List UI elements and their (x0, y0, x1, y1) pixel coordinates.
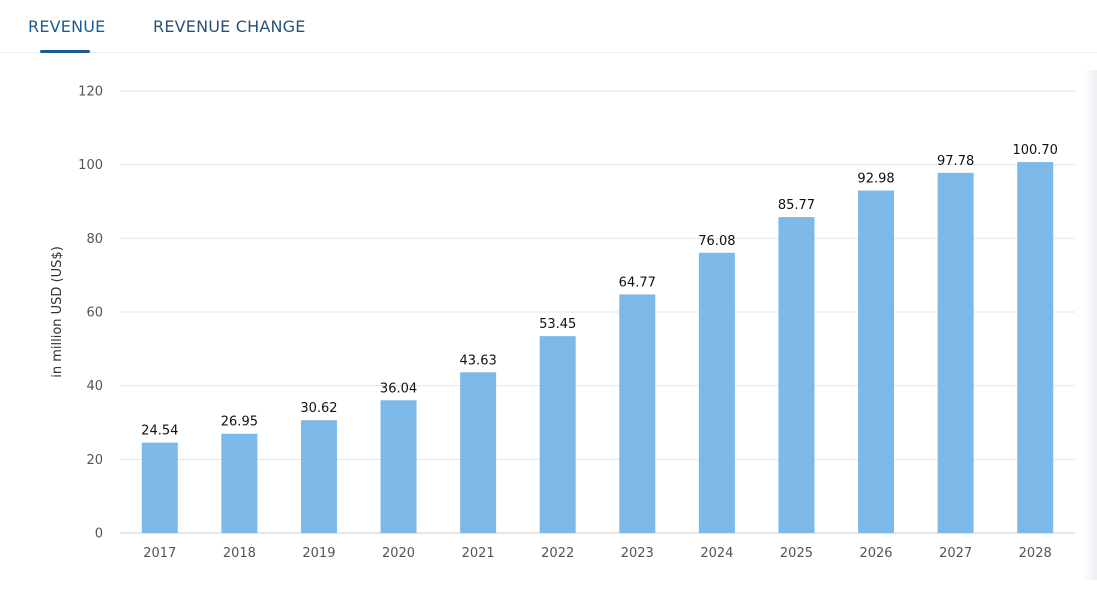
x-tick-label: 2025 (780, 546, 813, 561)
x-tick-label: 2020 (382, 546, 415, 561)
y-tick-label: 0 (95, 527, 103, 542)
x-tick-label: 2024 (700, 546, 733, 561)
y-axis-title: in million USD (US$) (50, 246, 65, 378)
data-label: 100.70 (1012, 143, 1058, 158)
x-tick-label: 2027 (939, 546, 972, 561)
bar (141, 442, 178, 533)
y-tick-label: 100 (78, 158, 103, 173)
x-tick-label: 2019 (302, 546, 335, 561)
y-tick-label: 40 (86, 379, 103, 394)
x-tick-label: 2028 (1019, 546, 1052, 561)
bar (698, 252, 735, 533)
tab-bar: REVENUE REVENUE CHANGE (0, 0, 1097, 53)
bar (221, 433, 258, 533)
data-label: 92.98 (857, 172, 894, 187)
y-tick-label: 120 (78, 85, 103, 100)
bar (778, 217, 815, 533)
bar (380, 400, 417, 533)
bar (937, 172, 974, 533)
panel-edge-shadow (1083, 70, 1097, 580)
bar (460, 372, 497, 533)
data-label: 97.78 (937, 154, 974, 169)
y-tick-label: 20 (86, 453, 103, 468)
y-tick-label: 60 (86, 306, 103, 321)
data-label: 26.95 (221, 415, 258, 430)
data-label: 36.04 (380, 381, 417, 396)
x-tick-label: 2017 (143, 546, 176, 561)
data-label: 76.08 (698, 234, 735, 249)
x-tick-label: 2018 (223, 546, 256, 561)
x-tick-label: 2026 (859, 546, 892, 561)
active-tab-indicator (40, 50, 90, 53)
data-label: 24.54 (141, 424, 178, 439)
bar (539, 336, 576, 533)
x-tick-label: 2023 (621, 546, 654, 561)
bar (300, 420, 337, 533)
data-label: 85.77 (778, 198, 815, 213)
data-label: 53.45 (539, 317, 576, 332)
x-tick-label: 2022 (541, 546, 574, 561)
data-label: 43.63 (460, 353, 497, 368)
tab-revenue[interactable]: REVENUE (28, 17, 106, 36)
data-label: 64.77 (619, 275, 656, 290)
revenue-bar-chart: 0 20 40 60 80 100 120 in million USD (US$) 24.54… (50, 85, 1075, 561)
tab-revenue-change[interactable]: REVENUE CHANGE (153, 17, 306, 36)
bar (619, 294, 656, 533)
bar (858, 190, 895, 533)
bar (1017, 162, 1054, 534)
x-tick-label: 2021 (462, 546, 495, 561)
data-label: 30.62 (300, 401, 337, 416)
y-tick-label: 80 (86, 232, 103, 247)
